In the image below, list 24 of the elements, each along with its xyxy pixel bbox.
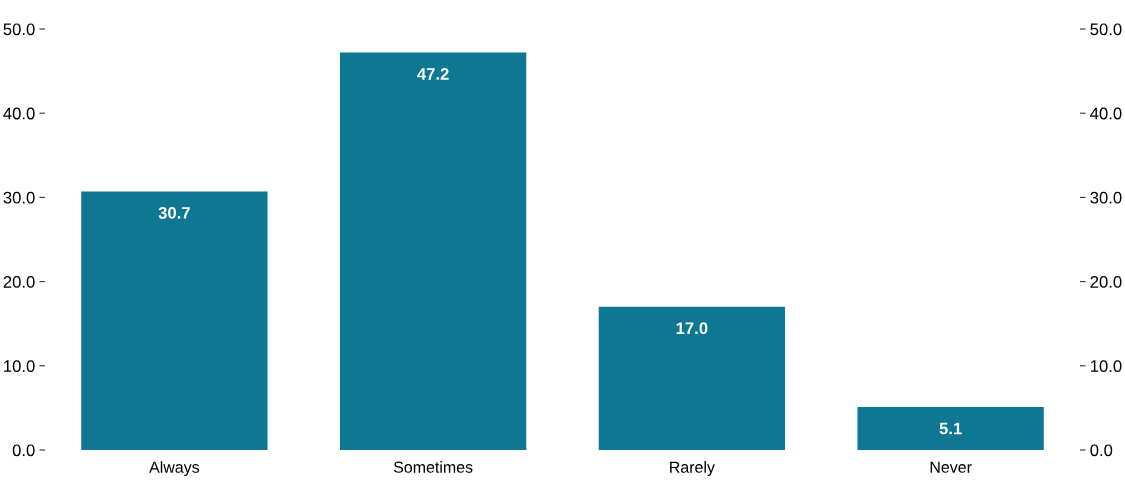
y-tick-label: 30.0 xyxy=(3,191,35,204)
y2-tick-label: 30.0 xyxy=(1090,191,1122,204)
y2-tick-label: 50.0 xyxy=(1090,23,1122,36)
y-tick-label: 10.0 xyxy=(4,360,35,372)
y2-tick-label: 10.0 xyxy=(1090,360,1122,372)
x-tick-label: Never xyxy=(930,461,972,473)
data-label: 47.2 xyxy=(417,68,449,80)
bar xyxy=(339,52,527,450)
y2-tick-label: 0.0 xyxy=(1090,444,1113,457)
bar xyxy=(81,191,268,450)
y-tick-label: 0.0 xyxy=(12,444,35,457)
y-tick-label: 50.0 xyxy=(3,23,35,36)
data-label: 30.7 xyxy=(158,206,190,219)
y2-tick-label: 40.0 xyxy=(1090,107,1122,120)
data-label: 5.1 xyxy=(939,422,962,435)
y2-tick-label: 20.0 xyxy=(1090,276,1122,288)
y-tick-label: 20.0 xyxy=(3,276,35,288)
x-tick-label: Always xyxy=(149,461,200,476)
y-tick-label: 40.0 xyxy=(3,107,35,120)
x-tick-label: Sometimes xyxy=(393,461,473,473)
x-tick-label: Rarely xyxy=(670,461,715,476)
bar xyxy=(857,407,1044,450)
data-label: 17.0 xyxy=(676,322,708,335)
bar xyxy=(598,306,786,450)
